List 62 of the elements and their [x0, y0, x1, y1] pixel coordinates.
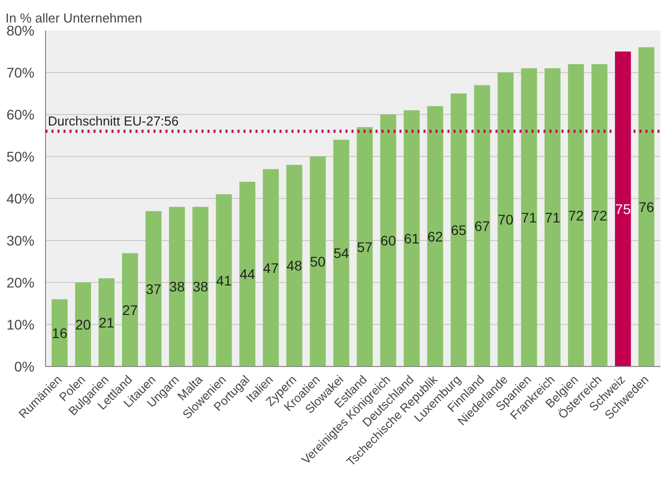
data-label: 72 — [568, 207, 584, 224]
data-label: 57 — [356, 238, 373, 255]
y-tick-label: 10% — [6, 316, 35, 332]
data-label: 47 — [263, 260, 279, 276]
bar — [310, 156, 326, 366]
data-label: 71 — [544, 209, 561, 226]
data-label: 54 — [333, 245, 350, 262]
y-tick-label: 20% — [6, 274, 35, 290]
data-label: 60 — [380, 232, 396, 248]
bar — [52, 299, 68, 366]
ref-line-label: Durchschnitt EU-27:56 — [48, 113, 179, 128]
y-tick-label: 70% — [6, 64, 35, 80]
data-label: 71 — [521, 209, 538, 226]
bar — [75, 282, 92, 366]
data-label: 48 — [286, 258, 302, 274]
bar — [544, 68, 561, 366]
data-label: 67 — [474, 218, 490, 234]
bar — [521, 68, 538, 366]
bar — [286, 164, 302, 366]
bar — [168, 206, 185, 366]
bar — [356, 127, 373, 366]
data-label: 62 — [427, 228, 444, 244]
bar — [145, 211, 162, 366]
y-tick-label: 40% — [6, 190, 35, 206]
data-label: 44 — [240, 266, 256, 282]
bar — [192, 206, 208, 366]
data-label: 38 — [192, 278, 208, 295]
data-label: 72 — [592, 207, 608, 224]
data-label: 70 — [498, 212, 514, 228]
data-label: 50 — [310, 254, 326, 270]
bar — [239, 182, 256, 366]
y-tick-label: 0% — [14, 358, 34, 374]
bar — [591, 64, 608, 366]
bar — [216, 194, 232, 366]
y-tick-label: 30% — [6, 232, 35, 248]
bar — [427, 106, 444, 366]
bar — [450, 94, 467, 366]
chart-title: In % aller Unternehmen — [6, 10, 142, 26]
bar — [498, 72, 514, 366]
bar — [380, 114, 396, 366]
data-label: 41 — [216, 272, 232, 288]
bar — [474, 85, 490, 366]
data-label: 38 — [169, 278, 185, 295]
data-label: 21 — [98, 314, 115, 330]
data-label: 75 — [615, 201, 631, 217]
data-label: 16 — [52, 324, 68, 341]
bar — [98, 278, 115, 366]
y-tick-label: 50% — [6, 148, 35, 164]
data-label: 37 — [146, 280, 162, 297]
bar — [568, 64, 584, 366]
bar — [122, 253, 138, 366]
y-tick-label: 80% — [6, 22, 35, 38]
y-tick-label: 60% — [6, 106, 35, 122]
data-label: 61 — [404, 230, 420, 246]
bar — [333, 140, 350, 366]
data-label: 27 — [122, 302, 138, 318]
bar — [404, 110, 420, 366]
bar — [262, 169, 279, 366]
data-label: 76 — [638, 198, 654, 215]
data-label: 65 — [450, 222, 467, 238]
bar — [638, 47, 654, 366]
data-label: 20 — [75, 316, 92, 332]
